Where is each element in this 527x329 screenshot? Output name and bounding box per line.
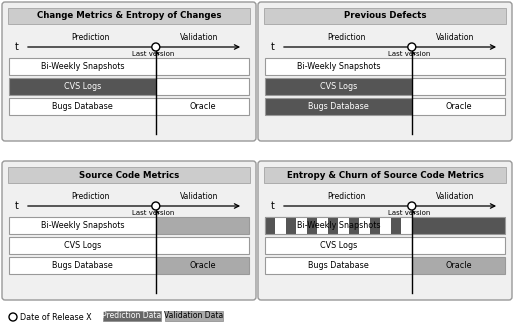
- Text: Bi-Weekly Snapshots: Bi-Weekly Snapshots: [297, 221, 380, 230]
- Bar: [156, 98, 249, 115]
- Text: Oracle: Oracle: [189, 261, 216, 270]
- Text: Bugs Database: Bugs Database: [52, 102, 113, 111]
- Bar: [412, 98, 505, 115]
- Text: t: t: [271, 201, 275, 211]
- Bar: [265, 257, 412, 274]
- Bar: [165, 311, 223, 321]
- Bar: [265, 237, 412, 254]
- Text: Prediction Data: Prediction Data: [102, 312, 162, 320]
- Text: t: t: [15, 201, 19, 211]
- Bar: [9, 237, 156, 254]
- Bar: [265, 78, 412, 95]
- Bar: [265, 98, 412, 115]
- Bar: [265, 217, 412, 234]
- Text: Bi-Weekly Snapshots: Bi-Weekly Snapshots: [297, 62, 380, 71]
- FancyBboxPatch shape: [2, 161, 256, 300]
- Bar: [9, 98, 156, 115]
- Text: Prediction: Prediction: [71, 192, 110, 201]
- Bar: [412, 237, 505, 254]
- Bar: [8, 167, 250, 183]
- Bar: [264, 8, 506, 24]
- Bar: [412, 257, 505, 274]
- Text: Bugs Database: Bugs Database: [308, 102, 369, 111]
- Circle shape: [408, 43, 416, 51]
- Bar: [359, 217, 370, 234]
- FancyBboxPatch shape: [258, 2, 512, 141]
- FancyBboxPatch shape: [2, 2, 256, 141]
- Bar: [156, 58, 249, 75]
- Bar: [9, 78, 156, 95]
- Text: Bi-Weekly Snapshots: Bi-Weekly Snapshots: [41, 62, 124, 71]
- Bar: [286, 217, 297, 234]
- Text: Prediction: Prediction: [327, 33, 366, 42]
- Text: Source Code Metrics: Source Code Metrics: [79, 170, 179, 180]
- Bar: [9, 217, 156, 234]
- Text: Validation: Validation: [180, 33, 219, 42]
- Text: Oracle: Oracle: [189, 102, 216, 111]
- Bar: [412, 58, 505, 75]
- Bar: [103, 311, 161, 321]
- Text: Validation Data: Validation Data: [164, 312, 223, 320]
- Bar: [156, 217, 249, 234]
- Bar: [156, 78, 249, 95]
- Text: Previous Defects: Previous Defects: [344, 12, 426, 20]
- Circle shape: [152, 202, 160, 210]
- Bar: [370, 217, 380, 234]
- Bar: [307, 217, 317, 234]
- Text: Last version: Last version: [132, 210, 174, 216]
- Bar: [156, 237, 249, 254]
- Text: Bugs Database: Bugs Database: [308, 261, 369, 270]
- Text: Prediction: Prediction: [327, 192, 366, 201]
- Bar: [8, 8, 250, 24]
- Bar: [9, 257, 156, 274]
- Text: t: t: [15, 42, 19, 52]
- Text: Last version: Last version: [388, 51, 430, 57]
- Text: CVS Logs: CVS Logs: [64, 241, 101, 250]
- Text: Last version: Last version: [388, 210, 430, 216]
- Circle shape: [9, 313, 17, 321]
- Text: Validation: Validation: [436, 33, 475, 42]
- Bar: [9, 58, 156, 75]
- Text: Change Metrics & Entropy of Changes: Change Metrics & Entropy of Changes: [37, 12, 221, 20]
- Bar: [412, 217, 505, 234]
- Bar: [156, 257, 249, 274]
- Bar: [297, 217, 307, 234]
- Bar: [380, 217, 391, 234]
- Text: Oracle: Oracle: [445, 102, 472, 111]
- FancyBboxPatch shape: [258, 161, 512, 300]
- Bar: [412, 78, 505, 95]
- Bar: [328, 217, 338, 234]
- Bar: [265, 217, 412, 234]
- Bar: [391, 217, 402, 234]
- Text: CVS Logs: CVS Logs: [320, 241, 357, 250]
- Text: Oracle: Oracle: [445, 261, 472, 270]
- Bar: [265, 58, 412, 75]
- Text: Validation: Validation: [180, 192, 219, 201]
- Bar: [338, 217, 349, 234]
- Text: Entropy & Churn of Source Code Metrics: Entropy & Churn of Source Code Metrics: [287, 170, 483, 180]
- Text: Validation: Validation: [436, 192, 475, 201]
- Text: CVS Logs: CVS Logs: [64, 82, 101, 91]
- Bar: [265, 217, 276, 234]
- Circle shape: [408, 202, 416, 210]
- Bar: [264, 167, 506, 183]
- Text: Bugs Database: Bugs Database: [52, 261, 113, 270]
- Bar: [317, 217, 328, 234]
- Text: CVS Logs: CVS Logs: [320, 82, 357, 91]
- Text: Date of Release X: Date of Release X: [20, 313, 92, 321]
- Bar: [402, 217, 412, 234]
- Text: Prediction: Prediction: [71, 33, 110, 42]
- Circle shape: [152, 43, 160, 51]
- Text: Last version: Last version: [132, 51, 174, 57]
- Text: Bi-Weekly Snapshots: Bi-Weekly Snapshots: [41, 221, 124, 230]
- Bar: [276, 217, 286, 234]
- Text: t: t: [271, 42, 275, 52]
- Bar: [349, 217, 359, 234]
